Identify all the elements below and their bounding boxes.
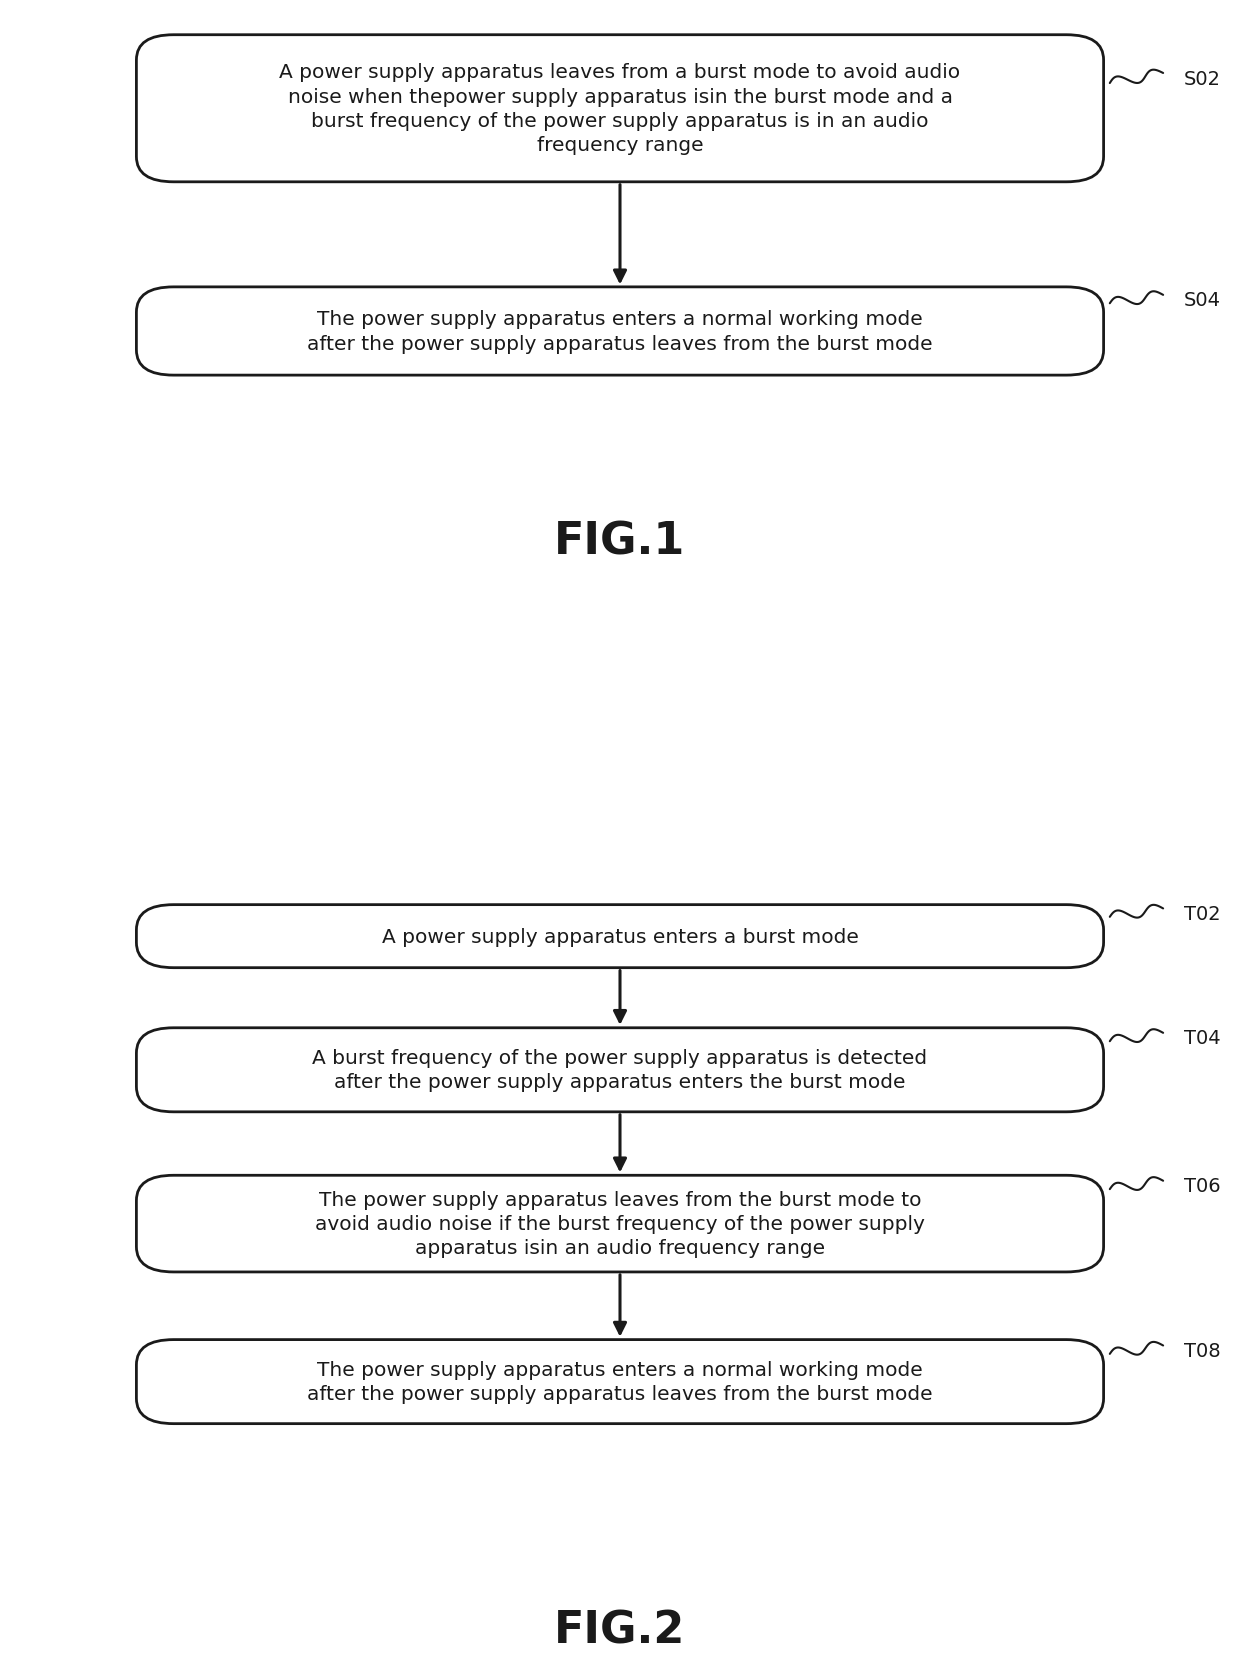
Text: S02: S02	[1184, 71, 1221, 89]
Text: T08: T08	[1184, 1341, 1221, 1361]
Text: The power supply apparatus leaves from the burst mode to
avoid audio noise if th: The power supply apparatus leaves from t…	[315, 1189, 925, 1258]
Text: FIG.1: FIG.1	[554, 521, 686, 563]
FancyBboxPatch shape	[136, 1341, 1104, 1425]
Text: A power supply apparatus enters a burst mode: A power supply apparatus enters a burst …	[382, 927, 858, 946]
Text: The power supply apparatus enters a normal working mode
after the power supply a: The power supply apparatus enters a norm…	[308, 311, 932, 353]
Text: FIG.2: FIG.2	[554, 1608, 686, 1651]
Text: T06: T06	[1184, 1176, 1221, 1196]
Text: A power supply apparatus leaves from a burst mode to avoid audio
noise when thep: A power supply apparatus leaves from a b…	[279, 64, 961, 155]
FancyBboxPatch shape	[136, 906, 1104, 968]
FancyBboxPatch shape	[136, 1176, 1104, 1272]
FancyBboxPatch shape	[136, 287, 1104, 376]
FancyBboxPatch shape	[136, 1028, 1104, 1112]
Text: A burst frequency of the power supply apparatus is detected
after the power supp: A burst frequency of the power supply ap…	[312, 1048, 928, 1092]
Text: T02: T02	[1184, 904, 1221, 924]
Text: S04: S04	[1184, 291, 1221, 311]
FancyBboxPatch shape	[136, 35, 1104, 183]
Text: T04: T04	[1184, 1028, 1221, 1048]
Text: The power supply apparatus enters a normal working mode
after the power supply a: The power supply apparatus enters a norm…	[308, 1361, 932, 1403]
